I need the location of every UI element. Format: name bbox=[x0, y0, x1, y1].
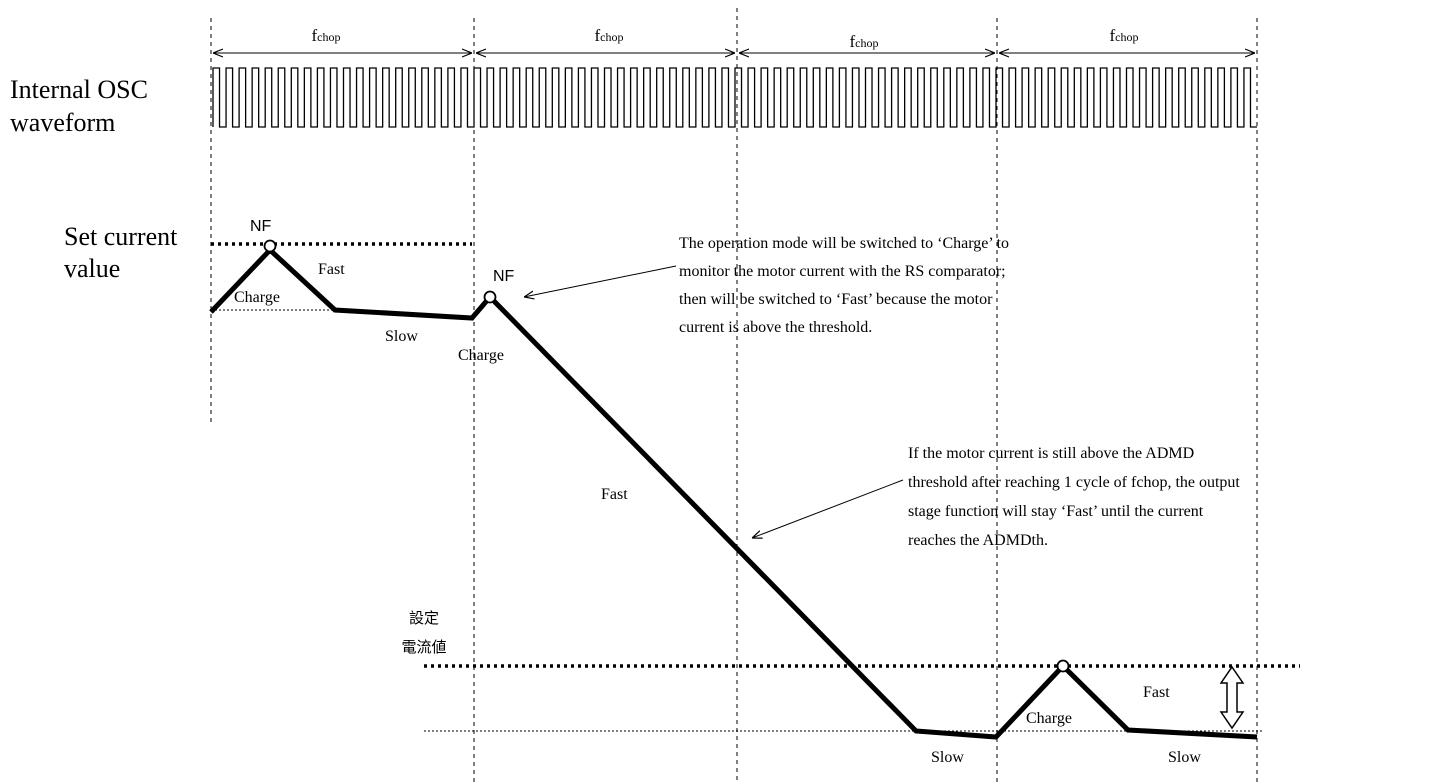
operation-mode-note-arrow bbox=[524, 265, 677, 297]
period-boundary-lines bbox=[210, 8, 1258, 782]
nf-label-2: NF bbox=[493, 268, 515, 285]
fast-label-3: Fast bbox=[1143, 684, 1170, 701]
operation-mode-note-line-3: then will be switched to ‘Fast’ because … bbox=[679, 291, 993, 308]
period-label-4: fchop bbox=[1110, 26, 1139, 45]
charge-label-1: Charge bbox=[234, 289, 280, 306]
osc-label-line2: waveform bbox=[10, 108, 115, 137]
operation-mode-note-line-4: current is above the threshold. bbox=[679, 319, 872, 336]
admd-note-line-4: reaches the ADMDth. bbox=[908, 532, 1048, 549]
fast-label-1: Fast bbox=[318, 261, 345, 278]
nf-point-2 bbox=[483, 290, 497, 304]
operation-mode-note: The operation mode will be switched to ‘… bbox=[679, 235, 1009, 336]
charge-label-2: Charge bbox=[458, 347, 504, 364]
slow-label-1: Slow bbox=[385, 328, 418, 345]
set-current-label: Set current bbox=[64, 222, 178, 251]
osc-label: Internal OSC bbox=[10, 75, 148, 104]
admd-note-line-3: stage function will stay ‘Fast’ until th… bbox=[908, 503, 1204, 520]
charge-label-3: Charge bbox=[1026, 710, 1072, 727]
jp-set-current-label: 設定 bbox=[409, 610, 439, 627]
period-labels: fchop fchop fchop fchop bbox=[312, 26, 1139, 51]
admd-note-arrow bbox=[752, 479, 904, 538]
admd-note: If the motor current is still above the … bbox=[908, 445, 1240, 549]
period-label-2: fchop bbox=[595, 26, 624, 45]
motor-current-waveform bbox=[209, 246, 1258, 740]
period-label-3: fchop bbox=[850, 32, 879, 51]
operation-mode-note-line-1: The operation mode will be switched to ‘… bbox=[679, 235, 1009, 252]
nf-point-1 bbox=[263, 239, 277, 253]
operation-mode-note-line-2: monitor the motor current with the RS co… bbox=[679, 263, 1006, 280]
slow-label-3: Slow bbox=[1168, 749, 1201, 766]
period-label-1: fchop bbox=[312, 26, 341, 45]
osc-waveform bbox=[212, 67, 1257, 128]
nf-label-1: NF bbox=[250, 218, 272, 235]
set-current-label-line2: value bbox=[64, 254, 120, 283]
nf-point-3 bbox=[1056, 659, 1070, 673]
slow-label-2: Slow bbox=[931, 749, 964, 766]
threshold-range-arrow bbox=[1219, 665, 1245, 730]
admd-note-line-2: threshold after reaching 1 cycle of fcho… bbox=[908, 474, 1240, 491]
admd-note-line-1: If the motor current is still above the … bbox=[908, 445, 1194, 462]
jp-set-current-label-line2: 電流値 bbox=[401, 639, 446, 656]
fast-label-2: Fast bbox=[601, 486, 628, 503]
